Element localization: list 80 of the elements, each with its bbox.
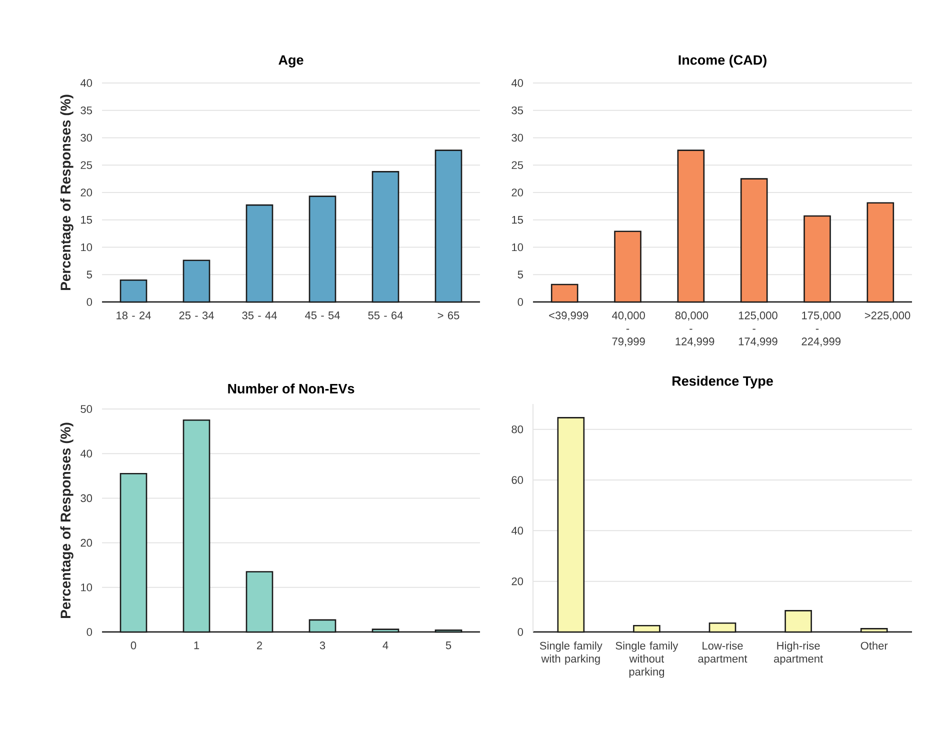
y-tick-label: 40 bbox=[80, 79, 92, 87]
bar bbox=[308, 619, 336, 633]
bar bbox=[182, 419, 210, 633]
y-tick-label: 5 bbox=[518, 270, 523, 278]
bar bbox=[550, 284, 578, 303]
y-tick-label: 20 bbox=[80, 188, 92, 196]
bar bbox=[120, 473, 148, 633]
x-tick-label: 0 bbox=[130, 642, 136, 650]
bar bbox=[633, 625, 660, 633]
bar bbox=[804, 215, 831, 303]
y-tick-label: 35 bbox=[512, 106, 523, 114]
x-tick-label: High-rise apartment bbox=[774, 642, 823, 665]
bar bbox=[708, 622, 736, 633]
x-tick-label: 175,000 - 224,999 bbox=[802, 312, 841, 347]
x-tick-label: 5 bbox=[446, 642, 452, 650]
y-tick-label: 20 bbox=[512, 188, 524, 196]
y-tick-label: 15 bbox=[512, 216, 523, 224]
x-tick-label: 18 - 24 bbox=[116, 312, 151, 320]
bar bbox=[866, 202, 894, 303]
y-tick-label: 40 bbox=[511, 79, 524, 87]
y-axis-title: Percentage of Responses (%) bbox=[60, 422, 74, 618]
bar bbox=[784, 610, 812, 633]
y-tick-label: 30 bbox=[80, 494, 92, 502]
chart-title: Age bbox=[278, 55, 304, 68]
x-tick-label: 1 bbox=[194, 642, 200, 650]
y-tick-label: 30 bbox=[80, 134, 92, 142]
x-tick-label: 55 - 64 bbox=[368, 312, 403, 320]
bar bbox=[372, 171, 400, 303]
bar bbox=[614, 230, 642, 303]
x-tick-label: Other bbox=[860, 642, 888, 650]
bar bbox=[246, 571, 274, 633]
x-tick-label: 2 bbox=[256, 642, 262, 650]
x-tick-label: 3 bbox=[320, 642, 326, 650]
bar bbox=[246, 204, 274, 303]
bar bbox=[740, 178, 768, 303]
bar bbox=[860, 628, 888, 633]
y-tick-label: 30 bbox=[512, 134, 524, 142]
x-tick-label: 40,000 - 79,999 bbox=[612, 312, 645, 347]
y-tick-label: 10 bbox=[81, 584, 92, 592]
x-tick-label: 125,000 - 174,999 bbox=[738, 312, 778, 347]
x-tick-label: 45 - 54 bbox=[305, 312, 340, 320]
bar bbox=[434, 150, 462, 303]
y-tick-label: 0 bbox=[518, 298, 524, 306]
y-tick-label: 60 bbox=[512, 476, 524, 484]
bar bbox=[372, 628, 400, 633]
bar bbox=[677, 150, 705, 303]
y-tick-label: 15 bbox=[81, 216, 92, 224]
x-tick-label: >225,000 bbox=[864, 312, 910, 321]
x-tick-label: Single family with parking bbox=[540, 642, 602, 665]
y-tick-label: 80 bbox=[512, 425, 524, 434]
x-tick-label: 80,000 - 124,999 bbox=[675, 312, 714, 347]
y-tick-label: 20 bbox=[512, 577, 524, 586]
y-tick-label: 40 bbox=[80, 450, 92, 458]
x-tick-label: Low-rise apartment bbox=[698, 642, 748, 665]
x-tick-label: 25 - 34 bbox=[179, 312, 214, 320]
bar bbox=[182, 260, 210, 303]
chart-title: Residence Type bbox=[672, 376, 773, 388]
x-tick-label: 35 - 44 bbox=[242, 312, 277, 320]
y-tick-label: 0 bbox=[86, 628, 92, 636]
y-tick-label: 25 bbox=[512, 161, 523, 170]
y-tick-label: 50 bbox=[80, 405, 92, 413]
y-tick-label: 20 bbox=[80, 538, 92, 547]
y-tick-label: 40 bbox=[511, 526, 524, 535]
bar bbox=[557, 417, 585, 633]
y-tick-label: 25 bbox=[80, 161, 92, 170]
x-tick-label: 4 bbox=[382, 642, 388, 650]
x-tick-label: Single family without parking bbox=[616, 642, 678, 678]
y-tick-label: 5 bbox=[86, 270, 92, 278]
x-tick-label: <39,999 bbox=[549, 312, 588, 321]
y-tick-label: 10 bbox=[81, 243, 92, 252]
y-tick-label: 0 bbox=[86, 298, 92, 306]
bar bbox=[308, 196, 336, 303]
chart-title: Number of Non-EVs bbox=[228, 384, 354, 394]
chart-title: Income (CAD) bbox=[678, 54, 766, 68]
y-tick-label: 35 bbox=[80, 106, 92, 114]
y-tick-label: 10 bbox=[512, 243, 524, 252]
x-tick-label: > 65 bbox=[438, 312, 460, 320]
y-axis-title: Percentage of Responses (%) bbox=[60, 94, 74, 290]
y-tick-label: 0 bbox=[518, 628, 524, 636]
bar bbox=[120, 279, 148, 303]
